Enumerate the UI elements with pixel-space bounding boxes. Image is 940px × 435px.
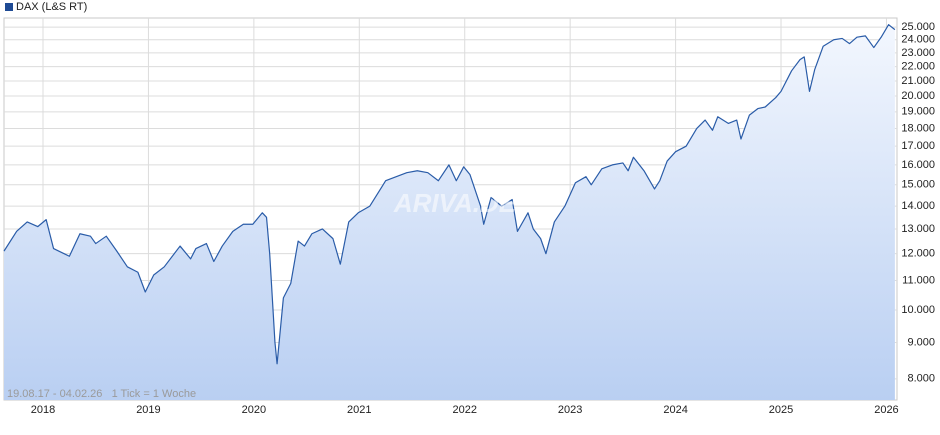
x-tick-label: 2021	[347, 404, 371, 416]
y-tick-label: 23.000	[901, 47, 935, 59]
y-tick-label: 19.000	[901, 106, 935, 118]
x-tick-label: 2023	[558, 404, 582, 416]
footnote: 19.08.17 - 04.02.26 1 Tick = 1 Woche	[7, 388, 196, 400]
price-line	[3, 24, 896, 365]
x-tick-label: 2024	[663, 404, 687, 416]
legend-swatch	[5, 3, 13, 11]
area	[4, 24, 895, 400]
y-tick-label: 9.000	[907, 336, 935, 348]
x-tick-label: 2020	[242, 404, 266, 416]
y-tick-label: 18.000	[901, 122, 935, 134]
y-tick-label: 14.000	[901, 200, 935, 212]
y-tick-label: 16.000	[901, 159, 935, 171]
legend-label: DAX (L&S RT)	[16, 1, 87, 13]
y-tick-label: 10.000	[901, 304, 935, 316]
x-tick-label: 2026	[874, 404, 898, 416]
y-tick-label: 25.000	[901, 21, 935, 33]
y-tick-label: 20.000	[901, 90, 935, 102]
watermark: ARIVA.DE	[393, 188, 517, 218]
y-tick-label: 8.000	[907, 373, 935, 385]
y-tick-label: 11.000	[902, 274, 935, 286]
y-tick-label: 15.000	[901, 179, 935, 191]
y-tick-label: 24.000	[901, 34, 935, 46]
y-tick-label: 22.000	[901, 60, 935, 72]
x-tick-label: 2022	[452, 404, 476, 416]
x-tick-label: 2025	[769, 404, 793, 416]
y-tick-label: 17.000	[901, 140, 935, 152]
y-tick-label: 12.000	[901, 248, 935, 260]
y-tick-label: 21.000	[901, 75, 935, 87]
x-tick-label: 2018	[31, 404, 55, 416]
y-tick-label: 13.000	[901, 223, 935, 235]
x-tick-label: 2019	[136, 404, 160, 416]
